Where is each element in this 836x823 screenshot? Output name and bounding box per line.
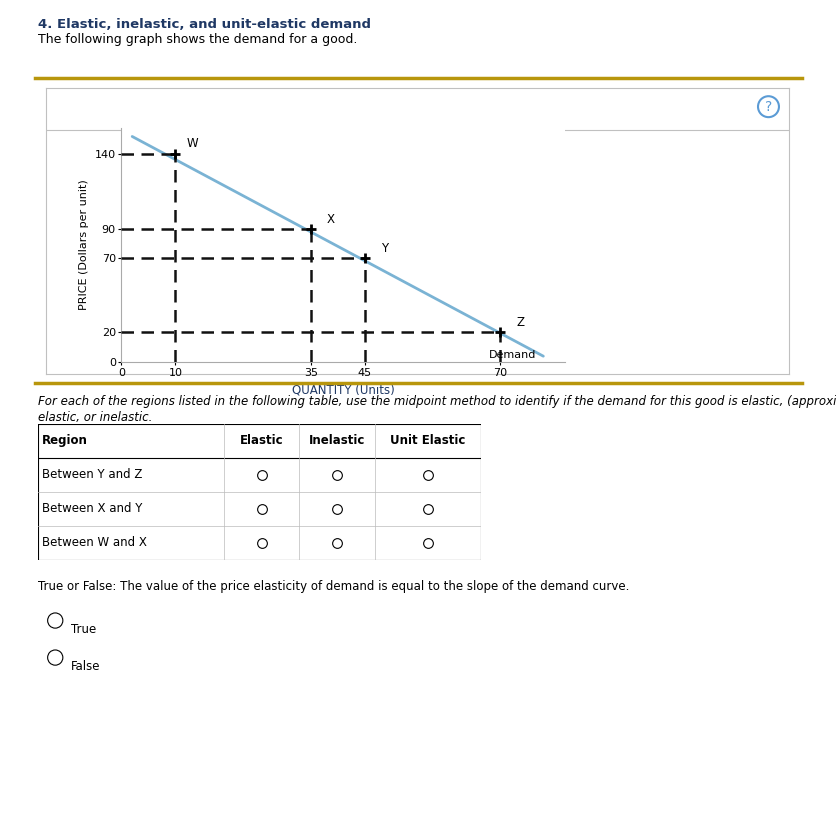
Text: For each of the regions listed in the following table, use the midpoint method t: For each of the regions listed in the fo… — [38, 395, 836, 408]
Text: Unit Elastic: Unit Elastic — [390, 435, 465, 448]
Text: elastic, or inelastic.: elastic, or inelastic. — [38, 412, 152, 425]
X-axis label: QUANTITY (Units): QUANTITY (Units) — [292, 384, 394, 396]
Text: Elastic: Elastic — [240, 435, 283, 448]
Text: Between W and X: Between W and X — [42, 536, 147, 549]
Text: 4. Elastic, inelastic, and unit-elastic demand: 4. Elastic, inelastic, and unit-elastic … — [38, 18, 370, 31]
Text: False: False — [71, 660, 100, 673]
Circle shape — [48, 613, 63, 628]
Text: The following graph shows the demand for a good.: The following graph shows the demand for… — [38, 33, 357, 46]
Text: Region: Region — [42, 435, 88, 448]
Text: Between X and Y: Between X and Y — [42, 502, 142, 515]
Circle shape — [48, 650, 63, 665]
Text: W: W — [186, 137, 197, 150]
Text: X: X — [327, 212, 334, 226]
Text: True: True — [71, 623, 96, 636]
Text: True or False: The value of the price elasticity of demand is equal to the slope: True or False: The value of the price el… — [38, 580, 629, 593]
Text: Between Y and Z: Between Y and Z — [42, 468, 142, 481]
Text: Inelastic: Inelastic — [308, 435, 364, 448]
Text: Y: Y — [380, 242, 388, 255]
Text: Z: Z — [516, 317, 523, 329]
Text: Demand: Demand — [489, 350, 536, 360]
Y-axis label: PRICE (Dollars per unit): PRICE (Dollars per unit) — [79, 179, 89, 310]
Text: ?: ? — [764, 100, 771, 114]
